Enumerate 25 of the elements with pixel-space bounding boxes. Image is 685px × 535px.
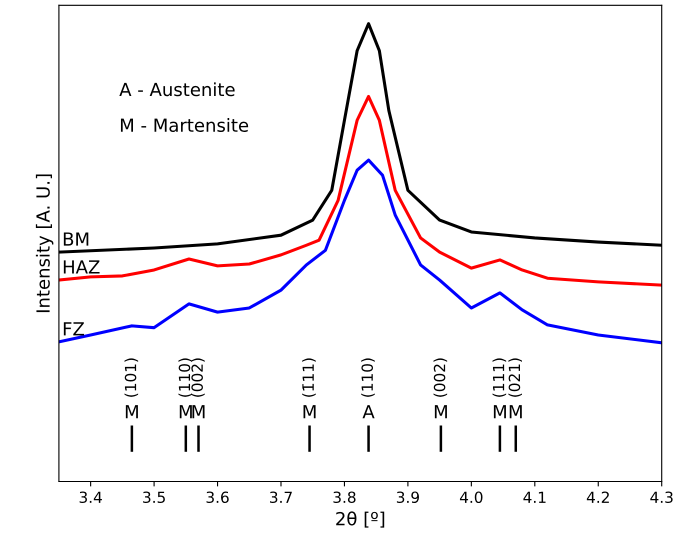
y-axis-title: Intensity [A. U.] [36,174,54,312]
ref-line-label: M (021) [508,358,522,418]
x-tick-label: 4.3 [650,491,673,504]
x-tick-label: 3.8 [333,491,356,504]
ref-line-label: M (1̄11) [302,358,316,418]
ref-line-label: M (110) [178,358,192,418]
annotation: A - Austenite [119,82,235,96]
x-tick-label: 3.7 [270,491,292,504]
ref-line-label: M (111) [492,358,506,418]
ref-line-label: M (002) [191,358,205,418]
x-tick-label: 4.2 [586,491,609,503]
x-tick-label: 3.9 [396,491,419,504]
ref-line-label: M (101) [124,358,138,418]
x-tick-label: 3.4 [80,491,102,504]
x-tick-label: 3.6 [206,491,229,504]
ref-line-label: M (002) [434,358,448,418]
series-label: BM [64,232,88,246]
series-label: HAZ [64,260,100,274]
x-tick-label: 4.0 [460,491,482,504]
x-axis-title: 2θ [º] [336,511,384,528]
series-label: FZ [64,322,84,336]
x-tick-label: 4.1 [523,492,546,503]
annotation: M - Martensite [120,118,248,132]
x-tick-label: 3.5 [143,491,165,504]
ref-line-label: A (110) [361,358,375,418]
